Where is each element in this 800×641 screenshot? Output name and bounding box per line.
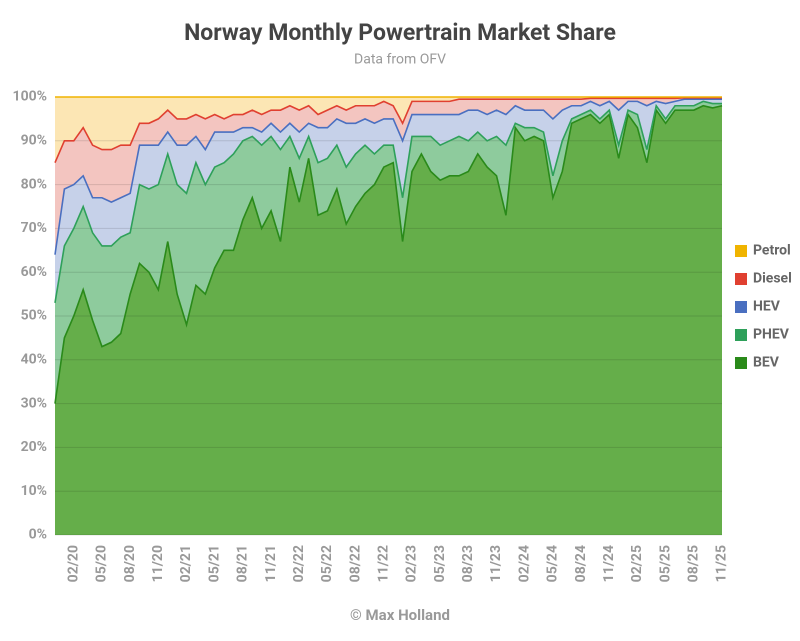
y-tick-label: 40% [21,352,47,368]
x-tick-label: 05/21 [206,545,222,582]
legend-label: PHEV [753,327,790,343]
x-tick-label: 02/25 [629,545,645,582]
x-tick-label: 08/21 [235,545,251,582]
area-edge [54,98,722,255]
area-edge [54,104,723,404]
legend-swatch [735,329,747,341]
y-tick-label: 0% [29,527,47,543]
x-tick-label: 05/25 [657,545,673,582]
x-tick-label: 08/22 [347,545,363,582]
y-tick-label: 10% [21,483,47,499]
area-edge [54,100,722,303]
legend-label: Diesel [753,271,792,287]
x-tick-label: 05/24 [545,545,561,582]
x-tick-label: 11/20 [150,545,166,582]
x-tick-label: 08/24 [573,545,589,582]
legend-label: HEV [753,299,781,315]
chart-title: Norway Monthly Powertrain Market Share [184,19,616,46]
y-tick-label: 60% [21,264,47,280]
credit: © Max Holland [350,606,450,624]
y-tick-label: 20% [21,439,47,455]
x-tick-label: 02/21 [178,545,194,582]
x-tick-label: 02/24 [516,545,532,582]
x-tick-label: 11/25 [714,545,730,582]
x-tick-label: 05/20 [94,545,110,582]
x-tick-label: 02/23 [404,545,420,582]
x-tick-label: 05/22 [319,545,335,582]
chart-subtitle: Data from OFV [354,52,446,68]
area-edge [54,97,722,164]
area [55,101,722,404]
x-tick-label: 08/25 [686,545,702,582]
legend-label: BEV [753,355,780,371]
y-tick-label: 70% [21,220,47,236]
legend-swatch [735,357,747,369]
legend-label: Petrol [753,243,791,259]
legend-swatch [735,301,747,313]
x-tick-label: 11/24 [601,545,617,582]
area [55,97,722,163]
x-tick-label: 02/20 [65,545,81,582]
y-tick-label: 90% [21,133,47,149]
x-tick-label: 05/23 [432,545,448,582]
x-tick-label: 11/21 [263,545,279,582]
area [55,105,722,535]
y-tick-label: 100% [13,89,47,105]
x-tick-label: 08/23 [460,545,476,582]
y-tick-label: 50% [21,308,47,324]
x-tick-label: 11/23 [488,545,504,582]
area [55,99,722,303]
legend-swatch [735,273,747,285]
y-tick-label: 80% [21,176,47,192]
x-tick-label: 11/22 [376,545,392,582]
y-tick-label: 30% [21,395,47,411]
x-tick-label: 08/20 [122,545,138,582]
x-tick-label: 02/22 [291,545,307,582]
legend-swatch [735,245,747,257]
